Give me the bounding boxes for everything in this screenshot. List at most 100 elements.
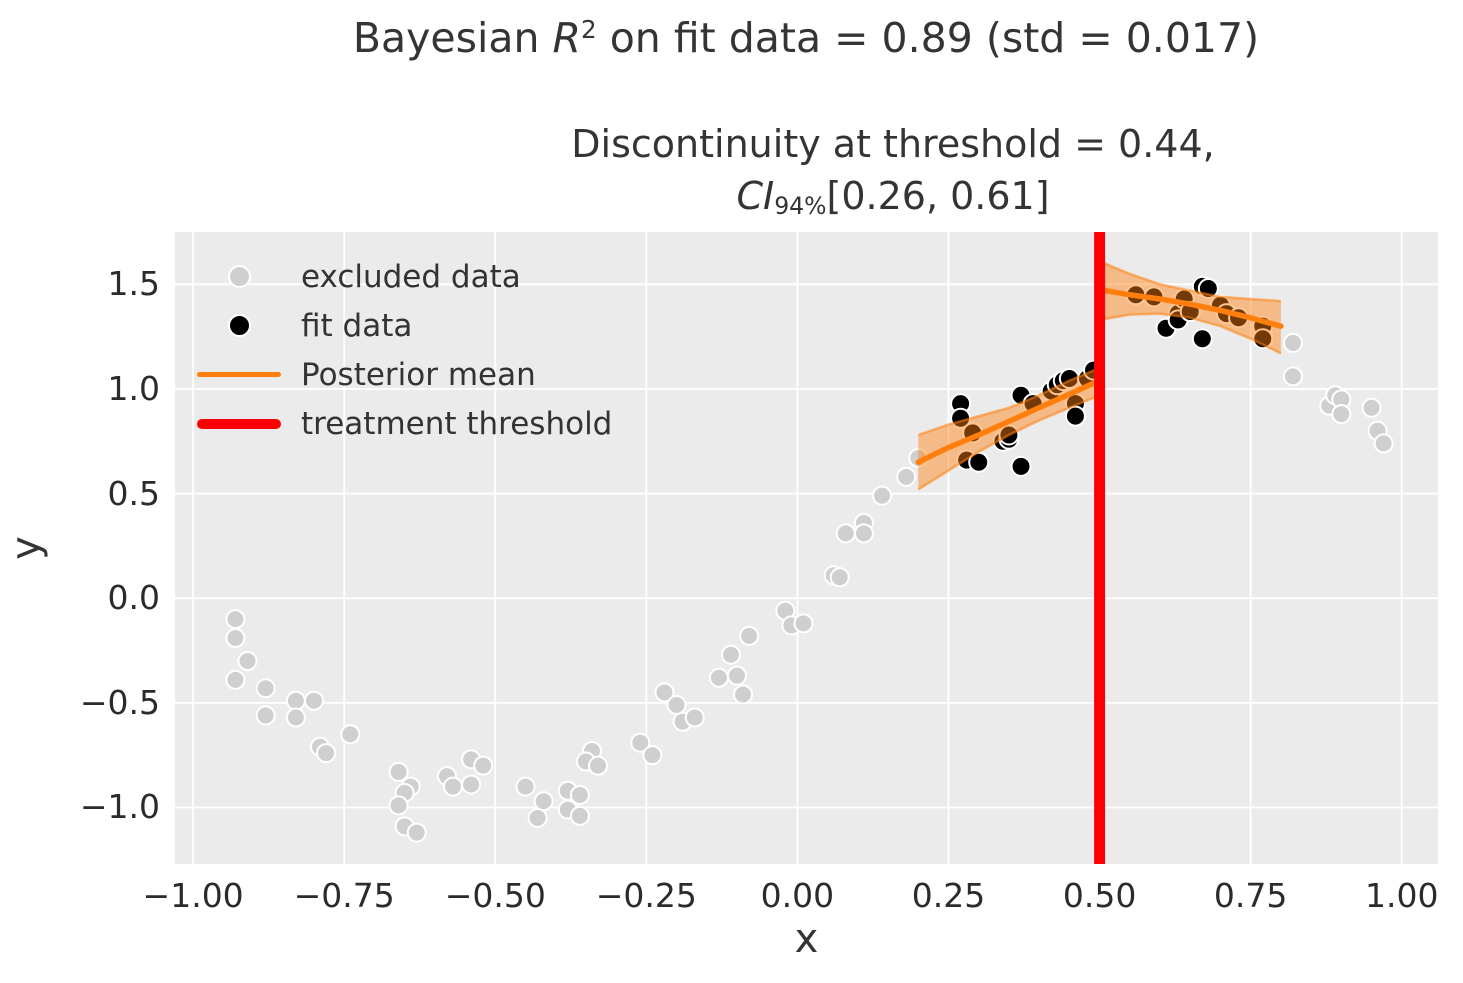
fit-data-point xyxy=(1010,455,1032,477)
excluded-data-point xyxy=(303,690,324,711)
plot-title-line2: CI94%[0.26, 0.61] xyxy=(393,170,1393,222)
legend-item-fit-data: fit data xyxy=(193,301,612,350)
excluded-data-point xyxy=(727,665,748,686)
ci-label: CI xyxy=(736,174,775,219)
excluded-data-point xyxy=(708,667,729,688)
excluded-data-point xyxy=(237,651,258,672)
posterior-mean-line-right xyxy=(1096,286,1284,329)
excluded-data-point xyxy=(666,694,687,715)
y-tick-label: 0.5 xyxy=(107,473,160,513)
credible-band-edge xyxy=(917,366,1101,437)
excluded-data-point xyxy=(285,707,306,728)
excluded-data-point xyxy=(1282,332,1303,353)
excluded-data-point xyxy=(684,707,705,728)
excluded-data-point xyxy=(285,690,306,711)
x-tick-label: 0.00 xyxy=(760,876,835,915)
excluded-data-point xyxy=(225,627,246,648)
suptitle-prefix: Bayesian xyxy=(352,14,553,62)
excluded-data-point xyxy=(1331,404,1352,425)
y-tick-label: −1.0 xyxy=(79,787,160,827)
excluded-data-point xyxy=(1373,433,1394,454)
ci-interval: [0.26, 0.61] xyxy=(826,174,1050,219)
legend-item-excluded-data: excluded data xyxy=(193,252,612,301)
legend-item-posterior-mean: Posterior mean xyxy=(193,350,612,399)
credible-band-edge xyxy=(917,394,1101,491)
suptitle-suffix: on fit data = 0.89 (std = 0.017) xyxy=(596,14,1260,62)
y-tick-label: 1.5 xyxy=(107,264,160,304)
excluded-data-marker-icon xyxy=(227,265,251,288)
legend-label-posterior-mean: Posterior mean xyxy=(301,356,536,393)
plot-suptitle: Bayesian R2 on fit data = 0.89 (std = 0.… xyxy=(206,14,1406,62)
credible-band-edge xyxy=(1099,312,1282,355)
excluded-data-point xyxy=(835,523,856,544)
excluded-data-point xyxy=(896,466,917,487)
fit-data-marker-icon xyxy=(227,314,251,337)
excluded-data-point xyxy=(569,784,590,805)
legend-item-treatment-threshold: treatment threshold xyxy=(193,399,612,448)
excluded-data-point xyxy=(720,644,741,665)
excluded-data-point xyxy=(654,682,675,703)
x-tick-label: −0.25 xyxy=(595,876,697,915)
excluded-data-point xyxy=(739,625,760,646)
x-tick-label: −0.50 xyxy=(444,876,546,915)
plot-canvas xyxy=(175,232,1438,864)
excluded-data-point xyxy=(829,567,850,588)
excluded-data-point xyxy=(388,795,409,816)
plot-title: Discontinuity at threshold = 0.44, CI94%… xyxy=(393,118,1393,223)
excluded-data-point xyxy=(533,791,554,812)
x-tick-label: 0.75 xyxy=(1213,876,1288,915)
x-axis-label: x xyxy=(794,916,819,962)
y-tick-label: 0.0 xyxy=(107,578,160,618)
suptitle-exponent: 2 xyxy=(581,15,597,45)
ci-level: 94% xyxy=(774,191,827,220)
y-tick-label: −0.5 xyxy=(79,682,160,722)
fit-data-point xyxy=(1064,405,1086,427)
x-tick-label: 0.25 xyxy=(911,876,986,915)
excluded-data-point xyxy=(1282,366,1303,387)
x-tick-label: 1.00 xyxy=(1364,876,1439,915)
excluded-data-point xyxy=(473,755,494,776)
excluded-data-point xyxy=(388,761,409,782)
excluded-data-point xyxy=(872,485,893,506)
plot-title-line1: Discontinuity at threshold = 0.44, xyxy=(571,122,1215,166)
excluded-data-point xyxy=(569,805,590,826)
posterior-mean-line-left xyxy=(915,377,1103,465)
excluded-data-point xyxy=(340,724,361,745)
x-tick-label: −0.75 xyxy=(293,876,395,915)
excluded-data-point xyxy=(442,776,463,797)
excluded-data-point xyxy=(255,678,276,699)
excluded-data-point xyxy=(225,609,246,630)
excluded-data-point xyxy=(255,705,276,726)
excluded-data-point xyxy=(630,732,651,753)
excluded-data-point xyxy=(225,669,246,690)
legend-label-fit-data: fit data xyxy=(301,307,413,344)
excluded-data-point xyxy=(461,774,482,795)
excluded-data-point xyxy=(515,776,536,797)
y-tick-label: 1.0 xyxy=(107,368,160,408)
legend-label-treatment-threshold: treatment threshold xyxy=(301,405,613,442)
excluded-data-point xyxy=(406,822,427,843)
legend-label-excluded-data: excluded data xyxy=(301,258,521,295)
x-tick-label: 0.50 xyxy=(1062,876,1137,915)
excluded-data-points xyxy=(225,332,1394,843)
excluded-data-point xyxy=(1361,397,1382,418)
excluded-data-point xyxy=(733,684,754,705)
credible-band-right xyxy=(1099,261,1281,354)
excluded-data-point xyxy=(527,807,548,828)
x-tick-label: −1.00 xyxy=(142,876,244,915)
treatment-threshold-line-icon xyxy=(197,418,281,429)
excluded-data-point xyxy=(642,745,663,766)
axes-area: excluded data fit data Posterior mean tr… xyxy=(175,232,1438,864)
posterior-mean-line-icon xyxy=(197,372,281,377)
excluded-data-point xyxy=(588,755,609,776)
y-axis-label: y xyxy=(3,536,49,560)
excluded-data-point xyxy=(793,613,814,634)
credible-band-edge xyxy=(1099,260,1281,303)
excluded-data-point xyxy=(316,743,337,764)
excluded-data-point xyxy=(853,523,874,544)
gridlines xyxy=(175,232,1438,864)
suptitle-variable: R xyxy=(552,14,582,62)
legend: excluded data fit data Posterior mean tr… xyxy=(193,252,612,448)
fit-data-point xyxy=(1191,328,1213,350)
